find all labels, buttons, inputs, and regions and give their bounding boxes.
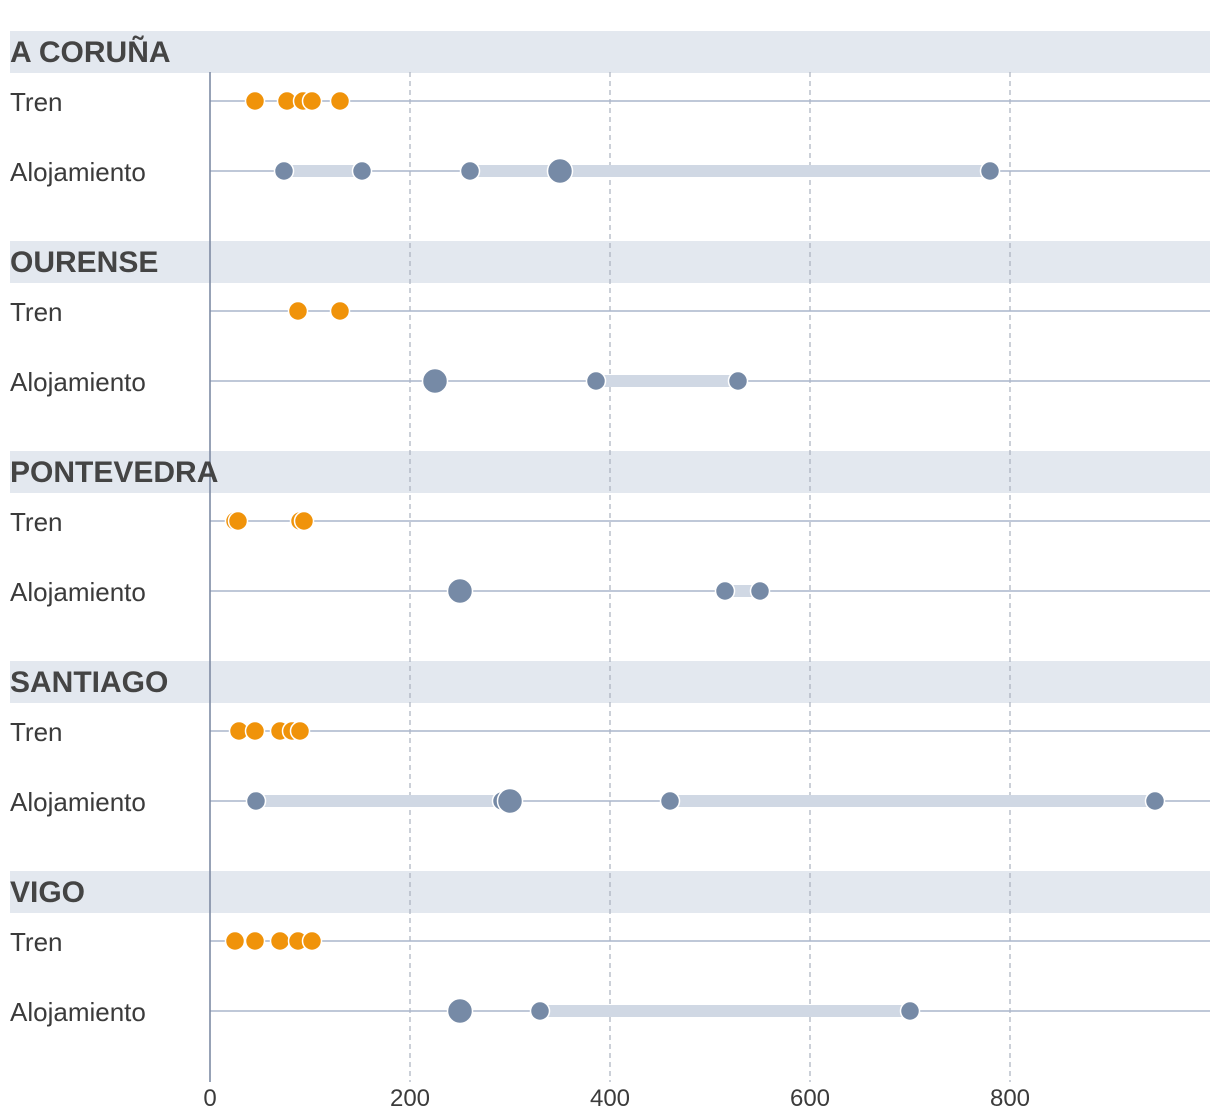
x-tick-label: 400: [590, 1085, 630, 1112]
x-tick-label: 200: [390, 1085, 430, 1112]
group-band: [10, 31, 1210, 73]
tren-point: [224, 930, 246, 952]
labels: Tren Alojamiento A CORUÑA Tren Alojamiento OU…: [10, 35, 218, 1027]
row-alojamiento: [210, 997, 1210, 1025]
alojamiento-big-point: [446, 997, 474, 1025]
range-bar: [596, 375, 738, 387]
group-label: SANTIAGO: [10, 666, 168, 699]
row-tren: [210, 930, 1210, 952]
tren-point: [287, 300, 309, 322]
row-label: Alojamiento: [10, 787, 146, 817]
alojamiento-point: [749, 580, 771, 602]
row-alojamiento: [210, 787, 1210, 815]
alojamiento-point: [714, 580, 736, 602]
tren-point: [301, 90, 323, 112]
row-tren: [210, 510, 1210, 532]
row-tren: [210, 90, 1210, 112]
group-label: PONTEVEDRA: [10, 456, 218, 489]
tren-point: [301, 930, 323, 952]
row-label: Alojamiento: [10, 157, 146, 187]
row-label: Tren: [10, 297, 63, 327]
alojamiento-point: [245, 790, 267, 812]
tren-point: [329, 300, 351, 322]
row-label: Alojamiento: [10, 367, 146, 397]
alojamiento-point: [659, 790, 681, 812]
range-bar: [256, 795, 502, 807]
alojamiento-point: [1144, 790, 1166, 812]
tren-point: [329, 90, 351, 112]
alojamiento-point: [899, 1000, 921, 1022]
group-label: A CORUÑA: [10, 35, 171, 69]
range-bar: [470, 165, 990, 177]
row-label: Alojamiento: [10, 997, 146, 1027]
alojamiento-big-point: [421, 367, 449, 395]
alojamiento-point: [727, 370, 749, 392]
row-label: Tren: [10, 87, 63, 117]
alojamiento-point: [351, 160, 373, 182]
alojamiento-big-point: [546, 157, 574, 185]
group-label: OURENSE: [10, 246, 158, 279]
alojamiento-point: [459, 160, 481, 182]
row-tren: [210, 720, 1210, 742]
row-label: Tren: [10, 507, 63, 537]
row-alojamiento: [210, 577, 1210, 605]
alojamiento-point: [585, 370, 607, 392]
tren-point: [244, 930, 266, 952]
x-tick-label: 0: [203, 1085, 216, 1112]
tren-point: [244, 90, 266, 112]
row-alojamiento: [210, 157, 1210, 185]
alojamiento-big-point: [446, 577, 474, 605]
group-label: VIGO: [10, 876, 85, 909]
alojamiento-point: [273, 160, 295, 182]
alojamiento-big-point: [496, 787, 524, 815]
tren-point: [244, 720, 266, 742]
x-tick-label: 600: [790, 1085, 830, 1112]
row-label: Tren: [10, 927, 63, 957]
alojamiento-point: [529, 1000, 551, 1022]
tren-point: [227, 510, 249, 532]
tren-point: [269, 930, 291, 952]
range-bar: [284, 165, 362, 177]
tren-point: [293, 510, 315, 532]
row-tren: [210, 300, 1210, 322]
row-alojamiento: [210, 367, 1210, 395]
rows: [210, 90, 1210, 1025]
grid-lines: [409, 72, 1011, 1082]
alojamiento-point: [979, 160, 1001, 182]
range-bar: [540, 1005, 910, 1017]
row-label: Alojamiento: [10, 577, 146, 607]
x-tick-label: 800: [990, 1085, 1030, 1112]
range-bar: [670, 795, 1155, 807]
tren-point: [289, 720, 311, 742]
x-axis: 0 200 400 600 800: [203, 72, 1030, 1112]
row-label: Tren: [10, 717, 63, 747]
